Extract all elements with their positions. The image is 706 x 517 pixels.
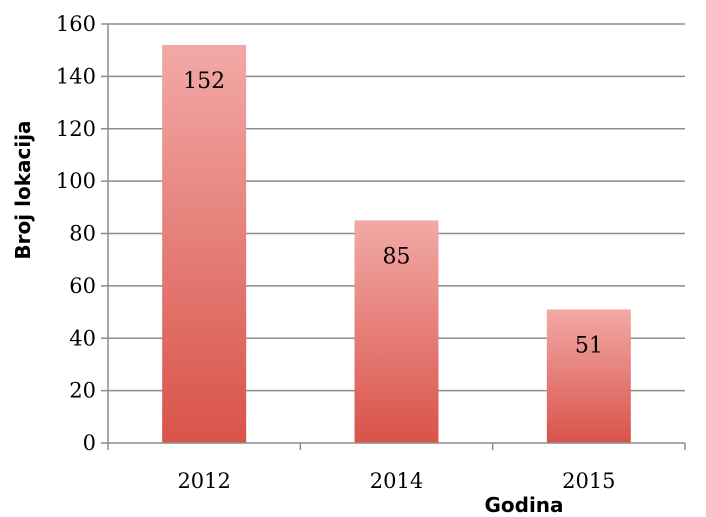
- bar-2015: [546, 309, 631, 443]
- labels: 0 20 40 60 80 100 120 140 160 152 2012 85 2014 51 2015: [56, 12, 616, 493]
- y-axis-title: Broj lokacija: [11, 120, 35, 259]
- data-label-2012: 152: [183, 69, 225, 94]
- y-tick-label: 120: [56, 117, 96, 141]
- y-tick-label: 160: [56, 12, 96, 36]
- axes: [101, 23, 686, 450]
- bar-2012: [162, 44, 247, 443]
- x-tick-label-2015: 2015: [562, 469, 615, 493]
- x-tick-label-2014: 2014: [370, 469, 423, 493]
- y-tick-label: 20: [69, 379, 96, 403]
- y-tick-label: 0: [83, 431, 96, 455]
- data-label-2015: 51: [575, 333, 603, 358]
- y-tick-label: 60: [69, 274, 96, 298]
- x-tick-label-2012: 2012: [177, 469, 230, 493]
- x-axis-title: Godina: [484, 493, 563, 517]
- y-tick-label: 80: [69, 222, 96, 246]
- y-tick-label: 140: [56, 64, 96, 88]
- bar-2014: [354, 220, 439, 443]
- data-label-2014: 85: [383, 244, 411, 269]
- y-tick-label: 40: [69, 326, 96, 350]
- y-tick-label: 100: [56, 169, 96, 193]
- bars: [162, 44, 631, 443]
